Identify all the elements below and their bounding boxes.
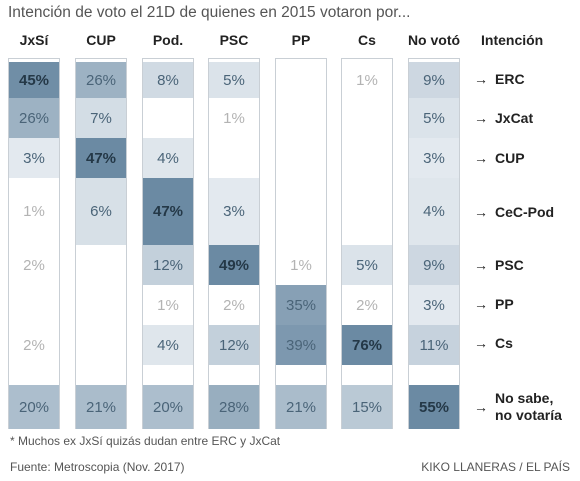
cell-pp-no-sabe-no-votaria: 21% <box>276 385 326 429</box>
cell-cup-jxcat: 7% <box>76 98 126 138</box>
cell-jxsi-cup: 3% <box>9 138 59 178</box>
cell-no-voto-cs: 11% <box>409 325 459 365</box>
cell-pod-cup: 4% <box>143 138 193 178</box>
arrow-right-icon: → <box>474 150 488 166</box>
cell-cs-pp: 2% <box>356 296 378 314</box>
arrow-right-icon: → <box>474 335 488 351</box>
row-label-no-sabe-no-votaria: → No sabe, no votaría <box>474 389 562 425</box>
cell-cs-erc: 1% <box>356 71 378 89</box>
cell-cup-cec-pod: 6% <box>76 178 126 245</box>
cell-jxsi-psc: 2% <box>23 256 45 274</box>
credit: KIKO LLANERAS / EL PAÍS <box>421 460 570 474</box>
arrow-right-icon: → <box>474 257 488 273</box>
column-header-no-voto: No votó <box>407 32 461 48</box>
column-header-cup: CUP <box>86 32 116 48</box>
column-header-pp: PP <box>291 32 311 48</box>
row-label-cs: → Cs <box>474 334 513 352</box>
cell-no-voto-psc: 9% <box>409 245 459 285</box>
column-pp <box>275 58 327 429</box>
cell-pod-cs: 4% <box>143 325 193 365</box>
cell-psc-pp: 2% <box>223 296 245 314</box>
cell-cs-psc: 5% <box>342 245 392 285</box>
row-label-erc: → ERC <box>474 70 525 88</box>
cell-pp-cs: 39% <box>276 325 326 365</box>
column-cs <box>341 58 393 429</box>
cell-pod-no-sabe-no-votaria: 20% <box>143 385 193 429</box>
cell-no-voto-no-sabe-no-votaria: 55% <box>409 385 459 429</box>
cell-cup-cup: 47% <box>76 138 126 178</box>
cell-pod-pp: 1% <box>157 296 179 314</box>
row-label-text: PP <box>495 295 514 312</box>
chart-title: Intención de voto el 21D de quienes en 2… <box>8 4 411 21</box>
cell-cup-no-sabe-no-votaria: 21% <box>76 385 126 429</box>
arrow-right-icon: → <box>474 71 488 87</box>
cell-pp-pp: 35% <box>276 285 326 325</box>
row-label-cec-pod: → CeC-Pod <box>474 203 554 221</box>
row-label-text: PSC <box>495 256 524 273</box>
cell-psc-cec-pod: 3% <box>209 178 259 245</box>
arrow-right-icon: → <box>474 399 488 415</box>
cell-pp-psc: 1% <box>290 256 312 274</box>
cell-psc-erc: 5% <box>209 62 259 98</box>
cell-pod-erc: 8% <box>143 62 193 98</box>
cell-pod-cec-pod: 47% <box>143 178 193 245</box>
cell-no-voto-cup: 3% <box>409 138 459 178</box>
cell-psc-psc: 49% <box>209 245 259 285</box>
column-header-jxsi: JxSí <box>19 32 49 48</box>
cell-jxsi-jxcat: 26% <box>9 98 59 138</box>
cell-psc-no-sabe-no-votaria: 28% <box>209 385 259 429</box>
cell-no-voto-pp: 3% <box>409 285 459 325</box>
row-label-psc: → PSC <box>474 256 524 274</box>
cell-no-voto-cec-pod: 4% <box>409 178 459 245</box>
cell-cs-no-sabe-no-votaria: 15% <box>342 385 392 429</box>
cell-psc-cs: 12% <box>209 325 259 365</box>
cell-pod-psc: 12% <box>143 245 193 285</box>
arrow-right-icon: → <box>474 296 488 312</box>
cell-no-voto-erc: 9% <box>409 62 459 98</box>
cell-jxsi-cs: 2% <box>23 336 45 354</box>
cell-jxsi-erc: 45% <box>9 62 59 98</box>
row-label-text: Cs <box>495 334 513 351</box>
column-header-psc: PSC <box>219 32 249 48</box>
cell-jxsi-cec-pod: 1% <box>23 203 45 220</box>
arrow-right-icon: → <box>474 110 488 126</box>
row-label-text: JxCat <box>495 109 534 126</box>
row-label-pp: → PP <box>474 295 514 313</box>
row-label-text: No sabe, no votaría <box>495 390 562 423</box>
cell-cs-cs: 76% <box>342 325 392 365</box>
row-label-text: ERC <box>495 70 525 87</box>
footnote: * Muchos ex JxSí quizás dudan entre ERC … <box>10 434 281 448</box>
cell-cup-erc: 26% <box>76 62 126 98</box>
column-header-pod: Pod. <box>152 32 184 48</box>
source: Fuente: Metroscopia (Nov. 2017) <box>10 460 185 474</box>
cell-jxsi-no-sabe-no-votaria: 20% <box>9 385 59 429</box>
intencion-header: Intención <box>481 32 544 48</box>
cell-psc-jxcat: 1% <box>223 109 245 127</box>
column-header-cs: Cs <box>358 32 376 48</box>
row-label-cup: → CUP <box>474 149 525 167</box>
cell-no-voto-jxcat: 5% <box>409 98 459 138</box>
arrow-right-icon: → <box>474 204 488 220</box>
row-label-text: CUP <box>495 149 525 166</box>
row-label-text: CeC-Pod <box>495 203 555 220</box>
row-label-jxcat: → JxCat <box>474 109 533 127</box>
